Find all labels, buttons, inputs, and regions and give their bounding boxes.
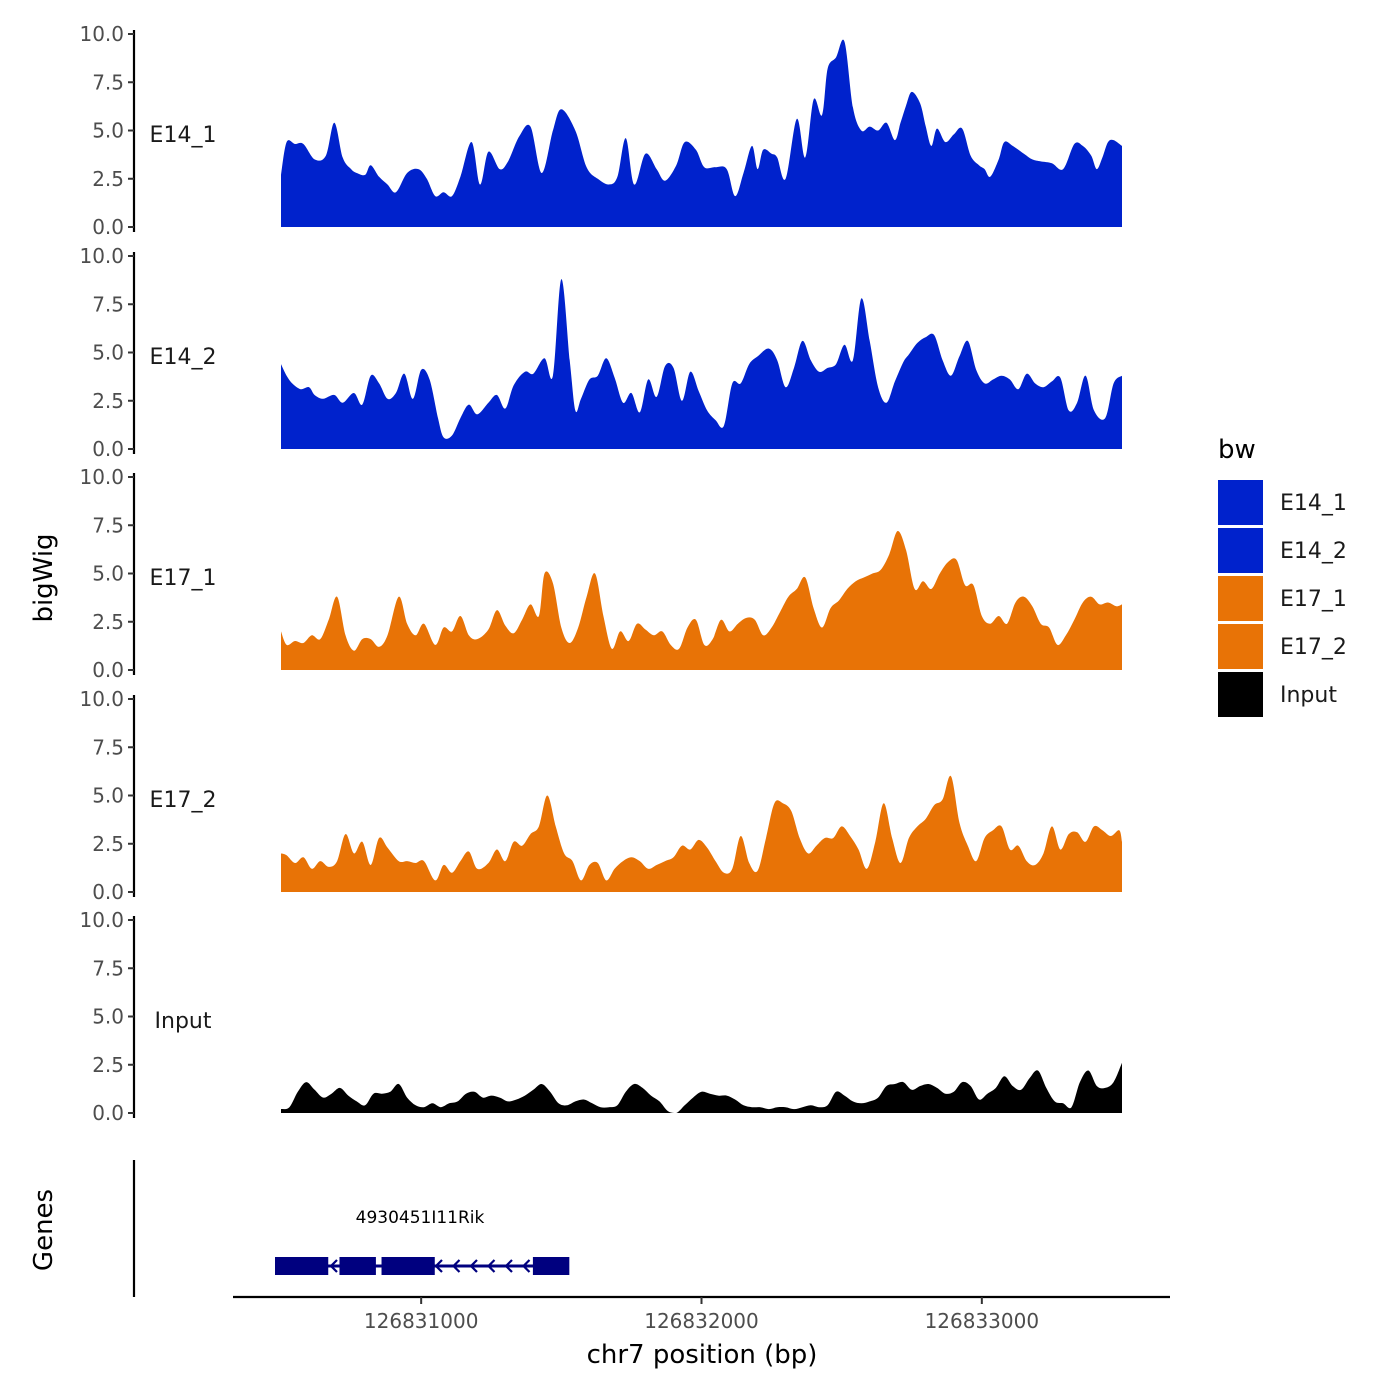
y-tick-label: 0.0 [92, 658, 124, 682]
legend-swatch-E17_2 [1218, 624, 1263, 669]
legend-title: bw [1218, 435, 1256, 465]
area-E17_2 [281, 775, 1122, 892]
gene-panel-title: Genes [29, 1189, 59, 1271]
exon-2 [339, 1257, 376, 1275]
y-tick-label: 5.0 [92, 784, 124, 808]
area-E14_1 [281, 39, 1122, 227]
track-E14_2: 0.0 2.5 5.0 7.5 10.0 E14_2 [79, 244, 1122, 461]
track-E17_2: 0.0 2.5 5.0 7.5 10.0 E17_2 [79, 687, 1122, 904]
y-tick-label: 2.5 [92, 832, 124, 856]
y-tick-label: 0.0 [92, 1101, 124, 1125]
track-E14_1: 0.0 2.5 5.0 7.5 10.0 E14_1 [79, 22, 1122, 239]
strand-arrow [504, 1259, 513, 1273]
track-label-Input: Input [155, 1009, 212, 1034]
strand-arrow [521, 1259, 531, 1273]
strand-arrow [486, 1259, 496, 1273]
y-tick-label: 2.5 [92, 610, 124, 634]
y-tick-label: 0.0 [92, 437, 124, 461]
legend-label-E14_2: E14_2 [1280, 539, 1347, 564]
y-tick-label: 5.0 [92, 562, 124, 586]
x-tick-label: 126832000 [644, 1309, 759, 1333]
strand-arrow [434, 1259, 443, 1273]
track-label-E14_2: E14_2 [150, 345, 217, 370]
y-tick-label: 10.0 [79, 908, 124, 932]
y-tick-label: 10.0 [79, 22, 124, 46]
strand-arrow [451, 1259, 461, 1273]
y-tick-label: 7.5 [92, 70, 124, 94]
y-tick-label: 2.5 [92, 167, 124, 191]
legend-label-E17_1: E17_1 [1280, 587, 1347, 612]
y-axis-title: bigWig [29, 533, 59, 622]
x-tick-label: 126831000 [364, 1309, 479, 1333]
y-tick-label: 0.0 [92, 880, 124, 904]
area-E17_1 [281, 530, 1122, 670]
area-E14_2 [281, 279, 1122, 449]
exon-4 [532, 1257, 570, 1275]
y-tick-label: 5.0 [92, 341, 124, 365]
y-tick-label: 7.5 [92, 735, 124, 759]
legend-swatch-E14_1 [1218, 480, 1263, 525]
legend-swatch-Input [1218, 672, 1263, 717]
y-tick-label: 10.0 [79, 244, 124, 268]
exon-3 [381, 1257, 435, 1275]
strand-arrow [469, 1259, 478, 1273]
y-tick-label: 10.0 [79, 687, 124, 711]
legend-label-E17_2: E17_2 [1280, 635, 1347, 660]
legend: bw E14_1 E14_2 E17_1 E17_2 Input [1218, 435, 1347, 717]
x-axis: 126831000 126832000 126833000 [233, 1295, 1170, 1333]
area-Input [281, 1062, 1122, 1113]
y-tick-label: 2.5 [92, 389, 124, 413]
x-axis-title: chr7 position (bp) [587, 1340, 818, 1370]
track-E17_1: 0.0 2.5 5.0 7.5 10.0 E17_1 [79, 465, 1122, 682]
gene-panel: 4930451I11Rik [132, 1160, 570, 1297]
x-tick-label: 126833000 [925, 1309, 1040, 1333]
legend-swatch-E14_2 [1218, 528, 1263, 573]
exon-1 [275, 1257, 329, 1275]
y-tick-label: 7.5 [92, 956, 124, 980]
track-label-E17_2: E17_2 [150, 788, 217, 813]
y-tick-label: 2.5 [92, 1053, 124, 1077]
y-tick-label: 0.0 [92, 215, 124, 239]
track-label-E17_1: E17_1 [150, 566, 217, 591]
track-Input: 0.0 2.5 5.0 7.5 10.0 Input [79, 908, 1122, 1125]
tracks-group: 0.0 2.5 5.0 7.5 10.0 E14_1 0.0 2.5 5.0 7.5 10.0 E14… [79, 22, 1122, 1125]
y-tick-label: 5.0 [92, 1005, 124, 1029]
y-tick-label: 7.5 [92, 513, 124, 537]
strand-arrow [329, 1259, 338, 1273]
y-tick-label: 5.0 [92, 119, 124, 143]
y-tick-label: 7.5 [92, 292, 124, 316]
legend-label-Input: Input [1280, 683, 1337, 708]
legend-swatch-E17_1 [1218, 576, 1263, 621]
legend-label-E14_1: E14_1 [1280, 491, 1347, 516]
track-label-E14_1: E14_1 [150, 123, 217, 148]
gene-name-label: 4930451I11Rik [356, 1208, 485, 1228]
y-tick-label: 10.0 [79, 465, 124, 489]
